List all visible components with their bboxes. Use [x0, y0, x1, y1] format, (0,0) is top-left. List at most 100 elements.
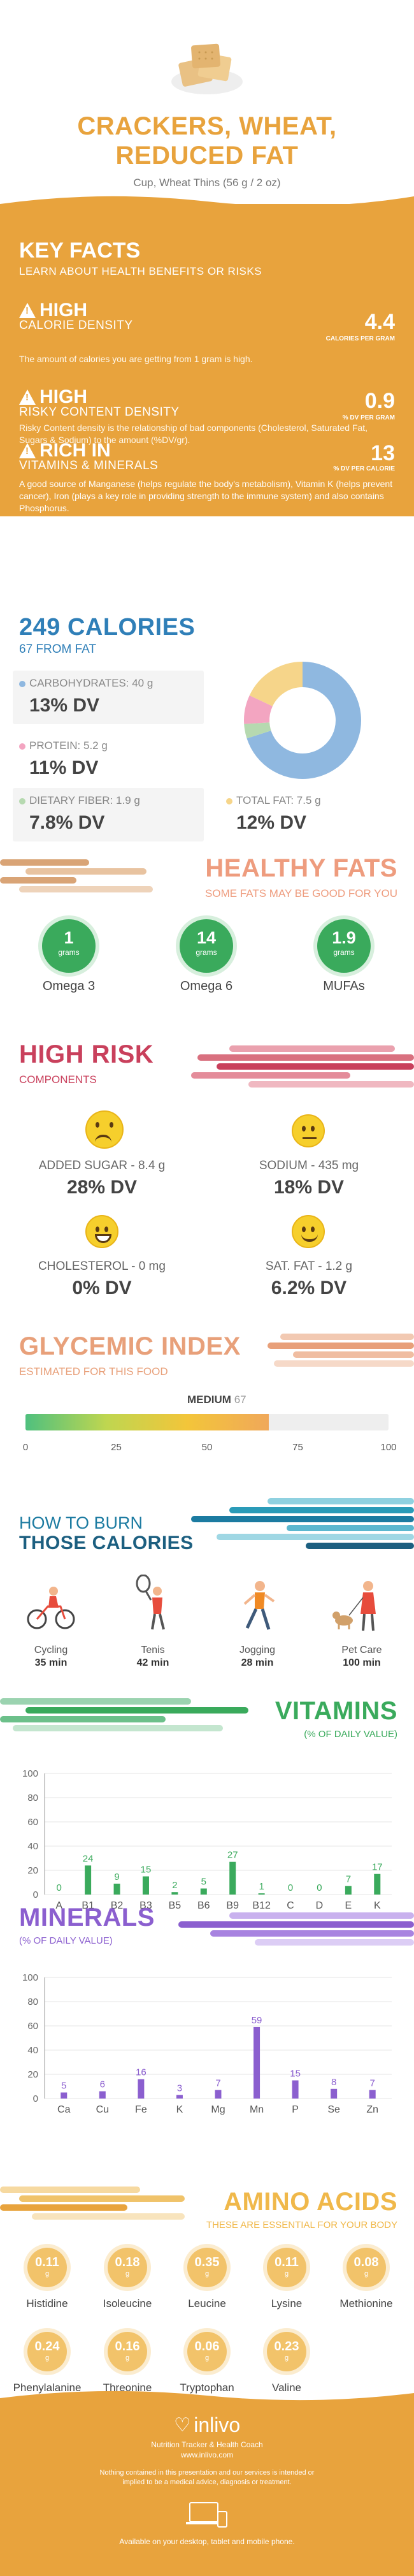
pet-care-name: Pet Care — [341, 1645, 382, 1655]
high-risk-title: HIGH RISK — [19, 1040, 154, 1068]
vitamins-category-label: B1 — [82, 1900, 94, 1911]
tennis-time: 42 min — [136, 1657, 169, 1668]
minerals-bar — [61, 2092, 68, 2099]
isoleucine-circle: 0.18 g — [108, 2248, 147, 2287]
vitamins-ytick-label: 40 — [27, 1841, 38, 1852]
fiber-dv: 7.8% DV — [29, 812, 105, 833]
minerals-ytick-label: 80 — [27, 1997, 38, 2007]
minerals-bar — [99, 2091, 106, 2099]
vitamins-category-label: E — [345, 1900, 352, 1911]
key-facts-title: KEY FACTS — [19, 238, 141, 263]
tryptophan-name: Tryptophan — [180, 2382, 234, 2394]
glycemic-bar-fill — [25, 1414, 269, 1430]
phenylalanine-name: Phenylalanine — [13, 2382, 82, 2394]
tennis-name: Tenis — [141, 1645, 165, 1655]
cycling-icon — [25, 1581, 76, 1632]
jogging-icon — [236, 1578, 280, 1632]
footer-url[interactable]: www.inlivo.com — [180, 2450, 234, 2459]
neutral-face-icon — [292, 1114, 325, 1147]
mufas-circle: 1.9 grams — [317, 919, 371, 973]
protein-dv: 11% DV — [29, 757, 99, 778]
sat-fat-label: SAT. FAT - 1.2 g — [265, 1260, 353, 1273]
protein-label: PROTEIN: 5.2 g — [19, 739, 108, 752]
serving-size: Cup, Wheat Thins (56 g / 2 oz) — [133, 177, 281, 189]
vitamins-minerals-head: RICH IN — [19, 440, 111, 462]
cycling-name: Cycling — [34, 1645, 68, 1655]
minerals-value-label: 15 — [290, 2069, 301, 2079]
calories-title: 249 CALORIES — [19, 614, 196, 641]
page-title-line1: CRACKERS, WHEAT, — [77, 112, 337, 140]
vitamins-bar — [258, 1893, 265, 1895]
carb-dv: 13% DV — [29, 695, 100, 716]
vitamins-bar — [85, 1865, 92, 1895]
sodium-dv: 18% DV — [273, 1177, 345, 1198]
page-title-line2: REDUCED FAT — [115, 142, 299, 170]
histidine-name: Histidine — [26, 2297, 68, 2310]
minerals-value-label: 8 — [331, 2077, 336, 2088]
footer-available: Available on your desktop, tablet and mo… — [119, 2537, 295, 2546]
cycling-time: 35 min — [34, 1657, 68, 1668]
vitamins-value-label: 1 — [259, 1881, 264, 1892]
minerals-value-label: 6 — [100, 2079, 105, 2090]
footer-wave — [0, 2390, 414, 2411]
minerals-bar-chart: 0 20 40 60 80 100 5 Ca 6 Cu 16 Fe 3 K 7 Mg 59 Mn 15 P 8 Se 7 Zn — [22, 1972, 392, 2115]
high-risk-subtitle: COMPONENTS — [19, 1073, 97, 1086]
omega6-circle: 14 grams — [180, 919, 233, 973]
glycemic-stripes — [268, 1334, 414, 1369]
healthy-fats-subtitle: SOME FATS MAY BE GOOD FOR YOU — [205, 887, 397, 899]
vitamins-ytick-label: 100 — [22, 1768, 38, 1779]
vitamins-category-label: B9 — [226, 1900, 239, 1911]
glycemic-ticks: 0 25 50 75 100 — [23, 1442, 397, 1455]
vitamins-bar — [142, 1876, 149, 1895]
glycemic-tick-label: 100 — [380, 1442, 397, 1453]
burn-title-1: HOW TO BURN — [19, 1513, 143, 1532]
minerals-category-label: Fe — [135, 2104, 147, 2115]
sad-face-icon — [85, 1110, 124, 1149]
glycemic-level: MEDIUM — [187, 1394, 231, 1406]
vitamins-value-label: 0 — [288, 1882, 293, 1893]
minerals-value-label: 5 — [61, 2081, 66, 2092]
minerals-category-label: Zn — [366, 2104, 378, 2115]
vitamins-value-label: 24 — [83, 1853, 94, 1864]
wave-divider — [0, 196, 414, 222]
minerals-category-label: Cu — [96, 2104, 109, 2115]
lysine-name: Lysine — [271, 2297, 303, 2310]
vitamins-title: VITAMINS — [275, 1697, 397, 1725]
vitamins-category-label: B6 — [197, 1900, 210, 1911]
warning-icon — [19, 443, 36, 458]
donut-slice-carbohydrates — [246, 662, 361, 779]
vitamins-bar — [200, 1888, 207, 1895]
amino-subtitle: THESE ARE ESSENTIAL FOR YOUR BODY — [206, 2220, 397, 2230]
healthy-fats-title: HEALTHY FATS — [205, 854, 397, 882]
phenylalanine-circle: 0.24 g — [27, 2332, 67, 2371]
high-risk-stripes — [191, 1045, 414, 1090]
omega3-circle: 1 grams — [42, 919, 96, 973]
minerals-bar — [292, 2080, 299, 2099]
crackers-image — [169, 38, 245, 97]
histidine-circle: 0.11 g — [27, 2248, 67, 2287]
vitamins-bar — [171, 1892, 178, 1895]
amino-stripes — [0, 2187, 191, 2222]
vitamins-category-label: K — [374, 1900, 381, 1911]
donut-slice-fat — [249, 662, 303, 707]
burn-title-2: THOSE CALORIES — [19, 1532, 194, 1554]
fiber-dot — [19, 797, 25, 804]
vitamins-minerals-label: VITAMINS & MINERALS — [19, 459, 159, 472]
glycemic-level-wrap: MEDIUM 67 — [187, 1394, 246, 1406]
vitamins-bar-chart: 0 20 40 60 80 100 0 A 24 B1 9 B2 15 B3 2 B5 5 B6 27 B9 1 B12 0… — [22, 1768, 392, 1911]
vitamins-value-label: 9 — [114, 1872, 119, 1882]
vitamins-category-label: B5 — [169, 1900, 182, 1911]
leucine-name: Leucine — [188, 2297, 226, 2310]
threonine-name: Threonine — [103, 2382, 152, 2394]
vitamins-minerals-unit: % DV PER CALORIE — [333, 465, 395, 472]
calorie-density-unit: CALORIES PER GRAM — [325, 335, 395, 342]
glycemic-tick-label: 0 — [22, 1442, 29, 1453]
vitamins-category-label: B3 — [139, 1900, 152, 1911]
calorie-density-value: 4.4 — [364, 310, 395, 334]
pet-care-icon — [331, 1578, 389, 1632]
minerals-bar — [253, 2027, 261, 2099]
vitamins-category-label: C — [287, 1900, 294, 1911]
methionine-circle: 0.08 g — [346, 2248, 386, 2287]
threonine-circle: 0.16 g — [108, 2332, 147, 2371]
vitamins-bar — [374, 1874, 381, 1895]
